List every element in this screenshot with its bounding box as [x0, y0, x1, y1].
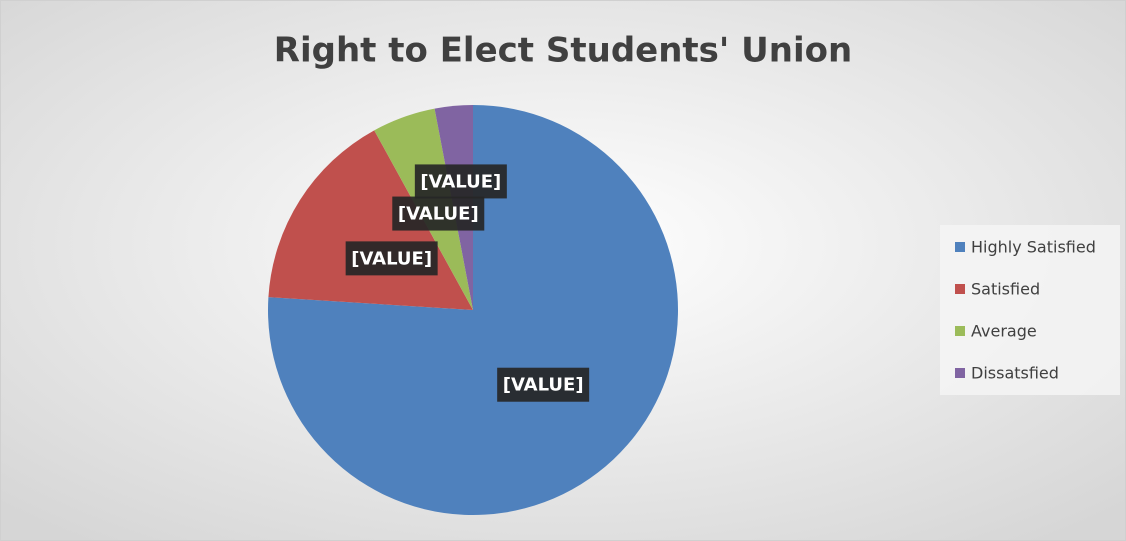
data-label-box — [414, 164, 507, 199]
data-label: [VALUE] — [503, 375, 584, 396]
data-label: [VALUE] — [398, 204, 479, 225]
legend-swatch — [955, 326, 965, 336]
data-label-box — [345, 241, 438, 276]
legend-swatch — [955, 284, 965, 294]
legend-swatch — [955, 368, 965, 378]
legend-label: Satisfied — [971, 280, 1040, 299]
legend-label: Dissatsfied — [971, 364, 1059, 383]
data-label: [VALUE] — [420, 171, 501, 192]
legend-label: Average — [971, 322, 1037, 341]
legend-swatch — [955, 242, 965, 252]
data-label-box — [497, 367, 590, 402]
chart-title: Right to Elect Students' Union — [274, 31, 852, 71]
legend-box — [940, 225, 1120, 395]
data-label-box — [392, 196, 485, 231]
legend-label: Highly Satisfied — [971, 238, 1096, 257]
data-label: [VALUE] — [351, 248, 432, 269]
pie-slice — [268, 105, 678, 515]
